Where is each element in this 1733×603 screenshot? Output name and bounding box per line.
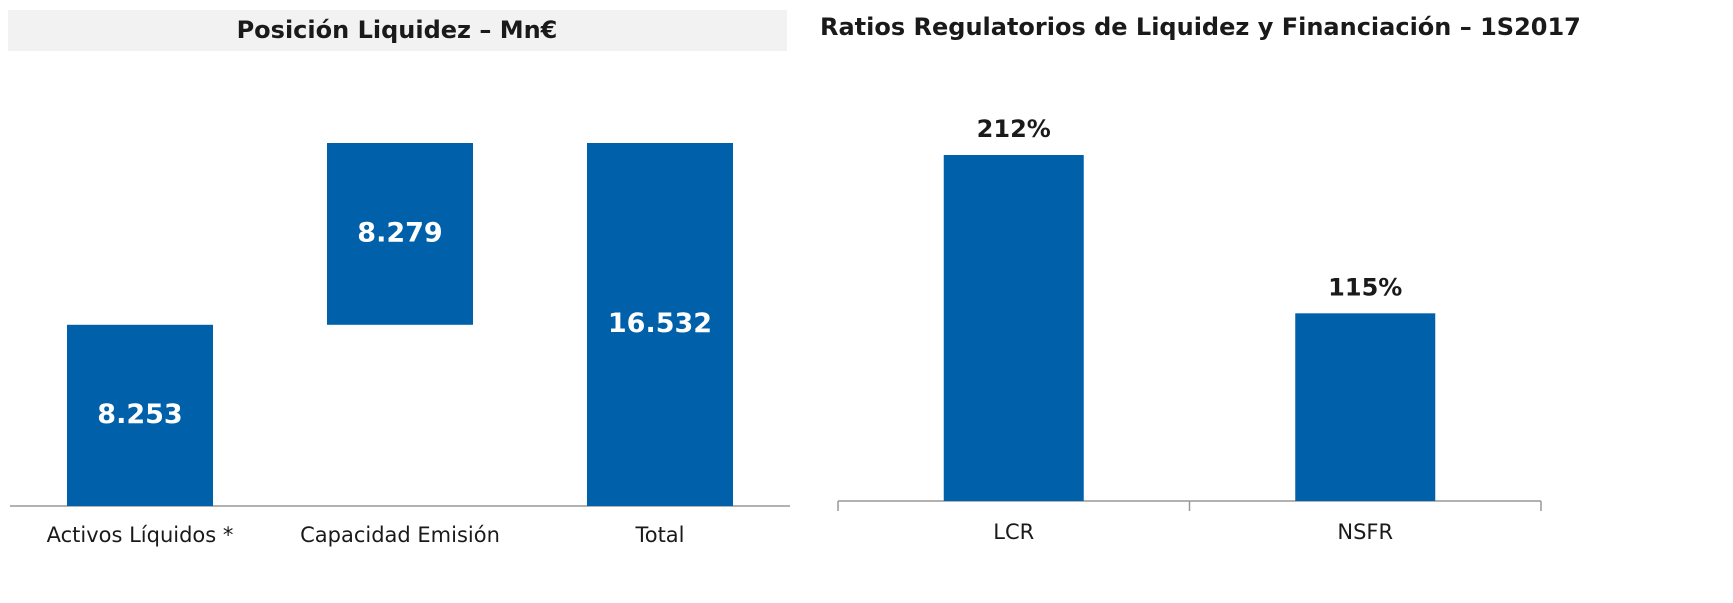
- x-tick-label: Total: [634, 523, 684, 547]
- value-label: 8.279: [357, 217, 442, 248]
- x-tick-label: NSFR: [1337, 520, 1393, 544]
- value-label: 115%: [1328, 273, 1402, 301]
- x-tick-label: Activos Líquidos *: [47, 523, 234, 547]
- bar: [67, 324, 213, 506]
- chart-title: Ratios Regulatorios de Liquidez y Financ…: [820, 13, 1581, 41]
- x-tick-label: LCR: [993, 520, 1034, 544]
- x-tick-label: Capacidad Emisión: [300, 523, 500, 547]
- chart-title: Posición Liquidez – Mn€: [237, 16, 558, 44]
- bar: [327, 143, 473, 325]
- title-band: [8, 10, 787, 51]
- bar: [943, 155, 1084, 501]
- bar: [587, 143, 733, 506]
- value-label: 16.532: [608, 308, 712, 339]
- value-label: 212%: [977, 115, 1051, 143]
- bar: [1295, 313, 1436, 501]
- value-label: 8.253: [97, 399, 182, 430]
